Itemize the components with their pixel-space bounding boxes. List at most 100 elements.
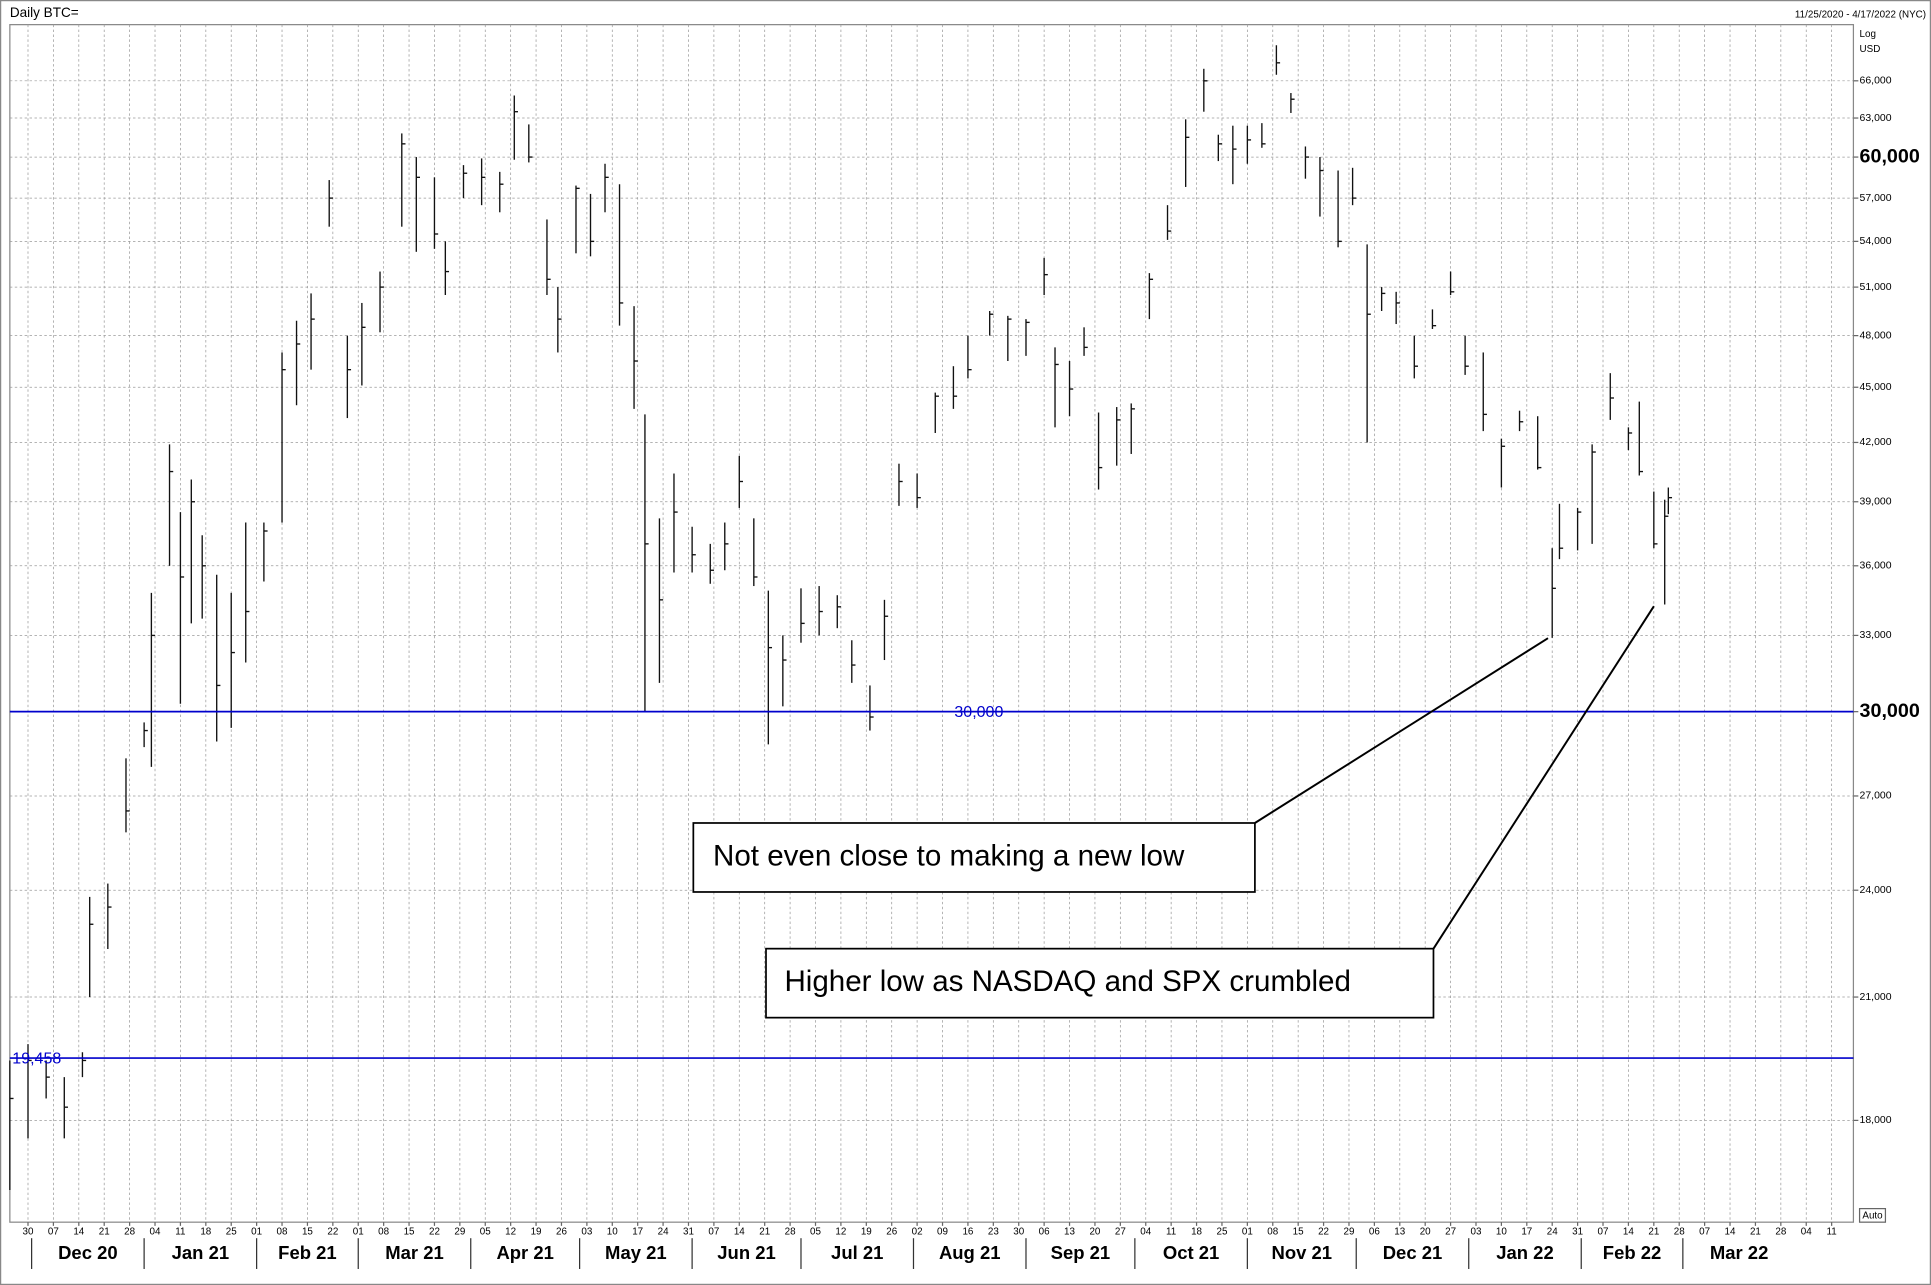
month-label: Mar 22 (1710, 1242, 1769, 1263)
x-tick-label: 19 (531, 1227, 542, 1238)
x-tick-label: 25 (226, 1227, 237, 1238)
x-tick-label: 04 (150, 1227, 161, 1238)
level-label: 30,000 (954, 704, 1003, 721)
callout-line (1254, 637, 1549, 824)
x-tick-label: 05 (480, 1227, 491, 1238)
x-tick-label: 24 (1547, 1227, 1558, 1238)
month-label: May 21 (605, 1242, 667, 1263)
x-tick-label: 10 (1496, 1227, 1507, 1238)
y-tick-label: 45,000 (1860, 382, 1892, 393)
month-label: Feb 22 (1603, 1242, 1662, 1263)
x-tick-label: 23 (988, 1227, 999, 1238)
auto-label[interactable]: Auto (1862, 1211, 1883, 1222)
x-tick-label: 16 (962, 1227, 973, 1238)
x-tick-label: 07 (708, 1227, 719, 1238)
x-tick-label: 07 (1699, 1227, 1710, 1238)
month-label: Mar 21 (385, 1242, 444, 1263)
level-label: 19,458 (12, 1051, 61, 1068)
x-tick-label: 06 (1039, 1227, 1050, 1238)
x-tick-label: 31 (1572, 1227, 1583, 1238)
x-tick-label: 21 (1750, 1227, 1761, 1238)
x-tick-label: 07 (48, 1227, 59, 1238)
annotation-box (765, 947, 1435, 1019)
annotation-box (692, 822, 1256, 893)
x-tick-label: 02 (912, 1227, 923, 1238)
x-tick-label: 05 (810, 1227, 821, 1238)
x-tick-label: 01 (1242, 1227, 1253, 1238)
x-tick-label: 01 (251, 1227, 262, 1238)
x-tick-label: 11 (1827, 1227, 1837, 1238)
x-tick-label: 10 (607, 1227, 618, 1238)
x-tick-label: 22 (327, 1227, 338, 1238)
x-tick-label: 15 (404, 1227, 415, 1238)
x-tick-label: 08 (277, 1227, 288, 1238)
plot-area (9, 24, 1855, 1223)
x-tick-label: 30 (1013, 1227, 1024, 1238)
x-tick-label: 01 (353, 1227, 364, 1238)
x-tick-label: 08 (1267, 1227, 1278, 1238)
x-tick-label: 12 (505, 1227, 516, 1238)
x-tick-label: 03 (581, 1227, 592, 1238)
y-tick-label: 60,000 (1860, 145, 1920, 167)
y-tick-label: 30,000 (1860, 700, 1920, 722)
x-tick-label: 21 (99, 1227, 110, 1238)
x-tick-label: 28 (785, 1227, 796, 1238)
month-label: Nov 21 (1272, 1242, 1333, 1263)
x-tick-label: 04 (1140, 1227, 1151, 1238)
annotation: Higher low as NASDAQ and SPX crumbled (784, 965, 1350, 998)
auto-button[interactable] (1858, 1207, 1887, 1223)
y-tick-label: 33,000 (1860, 630, 1892, 641)
x-tick-label: 13 (1394, 1227, 1405, 1238)
x-tick-label: 14 (1623, 1227, 1634, 1238)
overlay: Not even close to making a new low Highe… (692, 605, 1655, 1019)
x-tick-label: 20 (1420, 1227, 1431, 1238)
x-tick-label: 30 (23, 1227, 34, 1238)
x-tick-label: 24 (658, 1227, 669, 1238)
month-label: Feb 21 (278, 1242, 337, 1263)
x-tick-label: 14 (73, 1227, 84, 1238)
x-tick-label: 22 (429, 1227, 440, 1238)
x-tick-label: 17 (1521, 1227, 1532, 1238)
month-label: Apr 21 (496, 1242, 553, 1263)
x-tick-label: 14 (734, 1227, 745, 1238)
y-tick-label: 21,000 (1860, 992, 1892, 1003)
x-tick-label: 21 (1648, 1227, 1659, 1238)
x-tick-label: 28 (124, 1227, 135, 1238)
month-label: Sep 21 (1051, 1242, 1111, 1263)
x-tick-label: 11 (175, 1227, 185, 1238)
x-tick-label: 14 (1725, 1227, 1736, 1238)
month-label: Jun 21 (717, 1242, 776, 1263)
y-tick-label: 27,000 (1860, 791, 1892, 802)
x-tick-label: 08 (378, 1227, 389, 1238)
x-tick-label: 28 (1674, 1227, 1685, 1238)
x-tick-label: 29 (454, 1227, 465, 1238)
bars: 30,000 19,458 (9, 45, 1854, 1191)
y-tick-label: 51,000 (1860, 282, 1892, 293)
callout-line (1432, 605, 1655, 950)
chart-title: Daily BTC= (10, 5, 79, 20)
y-tick-label: 18,000 (1860, 1115, 1892, 1126)
month-label: Aug 21 (939, 1242, 1001, 1263)
x-tick-label: 31 (683, 1227, 694, 1238)
x-tick-label: 13 (1064, 1227, 1075, 1238)
x-tick-label: 19 (861, 1227, 872, 1238)
x-tick-label: 28 (1775, 1227, 1786, 1238)
x-tick-label: 20 (1089, 1227, 1100, 1238)
y-tick-label: 39,000 (1860, 497, 1892, 508)
x-tick-label: 27 (1445, 1227, 1456, 1238)
x-tick-label: 11 (1166, 1227, 1176, 1238)
x-tick-label: 26 (556, 1227, 567, 1238)
y-tick-label: 42,000 (1860, 437, 1892, 448)
x-tick-label: 18 (200, 1227, 211, 1238)
x-tick-label: 12 (835, 1227, 846, 1238)
annotation: Not even close to making a new low (713, 839, 1185, 872)
x-tick-label: 06 (1369, 1227, 1380, 1238)
x-tick-label: 15 (1293, 1227, 1304, 1238)
y-tick-label: 57,000 (1860, 193, 1892, 204)
unit-label: USD (1860, 44, 1881, 55)
y-tick-label: 24,000 (1860, 885, 1892, 896)
x-tick-label: 21 (759, 1227, 770, 1238)
x-tick-label: 29 (1344, 1227, 1355, 1238)
y-tick-label: 36,000 (1860, 561, 1892, 572)
